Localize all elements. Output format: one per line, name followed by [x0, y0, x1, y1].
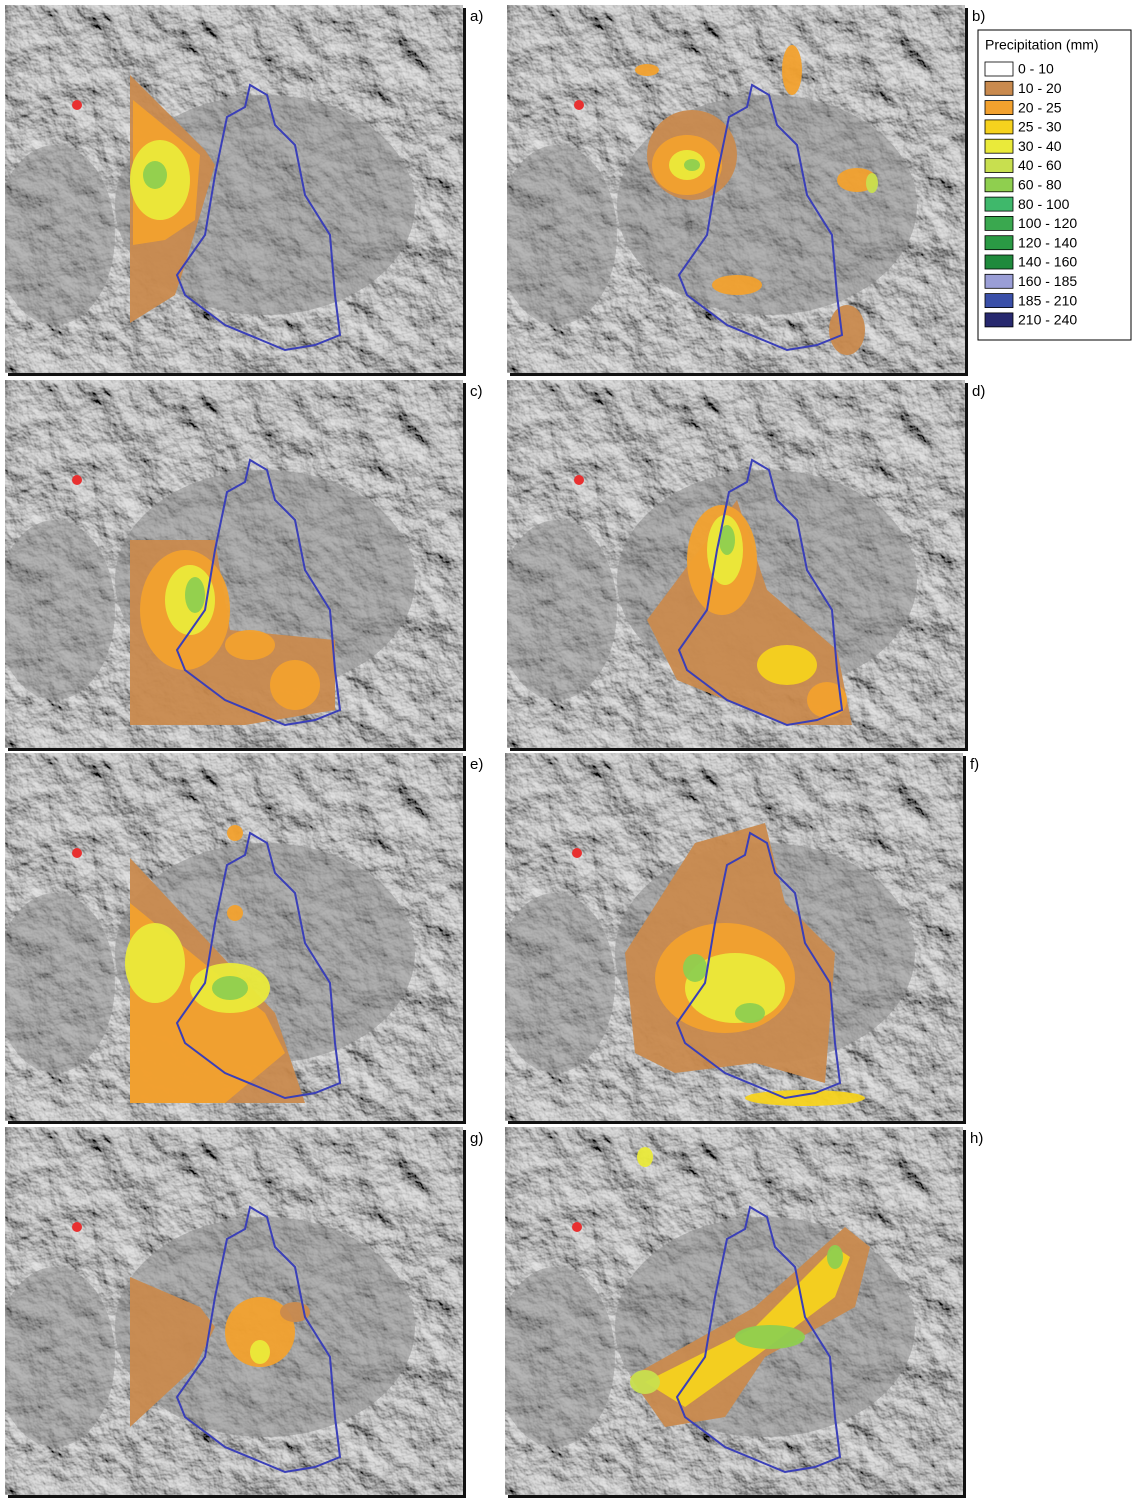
station-marker — [72, 475, 82, 485]
map-content — [495, 1127, 963, 1495]
map-panel — [495, 753, 966, 1124]
map-content — [497, 380, 965, 748]
legend-label: 160 - 185 — [1018, 273, 1077, 289]
valley — [0, 145, 115, 325]
legend-label: 30 - 40 — [1018, 138, 1062, 154]
legend-swatch — [985, 255, 1013, 269]
valley — [497, 145, 617, 325]
legend-label: 0 - 10 — [1018, 61, 1054, 77]
legend-swatch — [985, 81, 1013, 95]
precip-area — [757, 645, 817, 685]
legend-label: 60 - 80 — [1018, 177, 1062, 193]
precip-area — [635, 64, 659, 76]
precip-area — [227, 905, 243, 921]
precip-area — [866, 173, 878, 193]
precip-area — [683, 954, 707, 982]
station-marker — [572, 1222, 582, 1232]
map-panel — [497, 5, 968, 376]
legend-label: 10 - 20 — [1018, 80, 1062, 96]
legend-swatch — [985, 197, 1013, 211]
map-content — [495, 753, 963, 1121]
precip-area — [637, 1147, 653, 1167]
station-marker — [574, 475, 584, 485]
legend-label: 120 - 140 — [1018, 234, 1077, 250]
station-marker — [72, 1222, 82, 1232]
figure: a) b) c) d) e) f) g) h) Precipitation (mm) 0 - 10… — [0, 0, 1134, 1498]
map-panel — [0, 753, 466, 1124]
legend-swatch — [985, 101, 1013, 115]
precip-area — [212, 976, 248, 1000]
precip-area — [684, 159, 700, 171]
station-marker — [574, 100, 584, 110]
precip-area — [125, 923, 185, 1003]
map-content — [0, 5, 463, 373]
panel-label: a) — [470, 8, 483, 25]
precip-area — [630, 1370, 660, 1394]
station-marker — [72, 100, 82, 110]
precip-area — [735, 1325, 805, 1349]
map-panel — [0, 5, 466, 376]
legend-label: 40 - 60 — [1018, 157, 1062, 173]
legend-label: 80 - 100 — [1018, 196, 1070, 212]
legend-label: 20 - 25 — [1018, 99, 1062, 115]
map-content — [0, 753, 463, 1121]
legend-swatch — [985, 159, 1013, 173]
precip-area — [143, 161, 167, 189]
legend-label: 185 - 210 — [1018, 292, 1077, 308]
legend-swatch — [985, 236, 1013, 250]
legend-title: Precipitation (mm) — [985, 37, 1099, 53]
panel-label: e) — [470, 756, 483, 773]
precip-area — [745, 1090, 865, 1106]
panel-label: c) — [470, 383, 483, 400]
legend-label: 25 - 30 — [1018, 119, 1062, 135]
legend-label: 100 - 120 — [1018, 215, 1077, 231]
precip-area — [782, 45, 802, 95]
legend-swatch — [985, 139, 1013, 153]
valley — [495, 1267, 615, 1447]
legend-swatch — [985, 178, 1013, 192]
precip-area — [735, 1003, 765, 1023]
precip-area — [225, 630, 275, 660]
precip-area — [227, 825, 243, 841]
precip-area — [829, 305, 865, 355]
map-panel — [495, 1127, 966, 1498]
panel-label: h) — [970, 1130, 983, 1147]
valley — [495, 893, 615, 1073]
precip-area — [827, 1245, 843, 1269]
station-marker — [572, 848, 582, 858]
legend-swatch — [985, 313, 1013, 327]
valley — [497, 520, 617, 700]
legend: Precipitation (mm) 0 - 10 10 - 20 20 - 25 25… — [978, 30, 1131, 340]
map-content — [0, 1127, 463, 1495]
valley — [0, 1267, 115, 1447]
precip-area — [270, 660, 320, 710]
legend-swatch — [985, 216, 1013, 230]
valley — [0, 520, 115, 700]
legend-swatch — [985, 294, 1013, 308]
legend-label: 210 - 240 — [1018, 312, 1077, 328]
map-panel — [0, 1127, 466, 1498]
map-content — [0, 380, 463, 748]
valley — [0, 893, 115, 1073]
legend-swatch — [985, 120, 1013, 134]
legend-label: 140 - 160 — [1018, 254, 1077, 270]
map-panel — [0, 380, 466, 751]
station-marker — [72, 848, 82, 858]
precip-area — [712, 275, 762, 295]
precip-area — [250, 1340, 270, 1364]
precip-area — [185, 577, 205, 613]
panel-label: g) — [470, 1130, 483, 1147]
map-panel — [497, 380, 968, 751]
panel-label: d) — [972, 383, 985, 400]
legend-swatch — [985, 274, 1013, 288]
panel-label: b) — [972, 8, 985, 25]
map-content — [497, 5, 965, 373]
legend-swatch — [985, 62, 1013, 76]
panel-label: f) — [970, 756, 979, 773]
